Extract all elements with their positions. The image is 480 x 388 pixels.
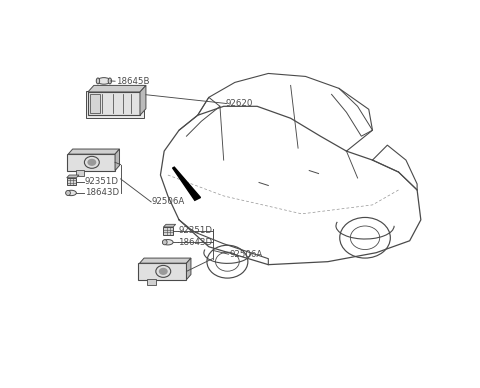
Bar [67,178,76,185]
Bar [138,263,186,280]
Bar [85,92,144,118]
Text: 92620: 92620 [226,99,253,108]
Bar [67,154,115,171]
Bar [163,227,173,235]
Text: 92506A: 92506A [229,250,263,259]
Text: 18643D: 18643D [85,189,119,197]
Text: 92506A: 92506A [152,197,185,206]
Polygon shape [140,85,146,115]
Circle shape [159,268,168,275]
Bar [90,94,100,113]
Text: 92351D: 92351D [85,177,119,186]
Bar [147,279,156,285]
Ellipse shape [108,78,111,84]
Polygon shape [140,258,191,263]
Text: 92351D: 92351D [178,226,212,236]
Polygon shape [115,149,120,171]
Ellipse shape [97,78,110,84]
Polygon shape [67,175,79,178]
Circle shape [87,159,96,166]
Polygon shape [173,167,201,200]
Polygon shape [163,224,176,227]
Polygon shape [186,258,191,280]
Polygon shape [88,85,146,92]
Text: 18643D: 18643D [178,238,213,247]
Bar [88,92,140,115]
Text: 18645B: 18645B [116,77,149,86]
Ellipse shape [163,239,173,245]
Polygon shape [68,149,120,154]
Ellipse shape [66,190,76,196]
Bar [76,170,84,176]
Ellipse shape [66,191,71,196]
Ellipse shape [162,240,167,245]
Ellipse shape [96,78,100,84]
